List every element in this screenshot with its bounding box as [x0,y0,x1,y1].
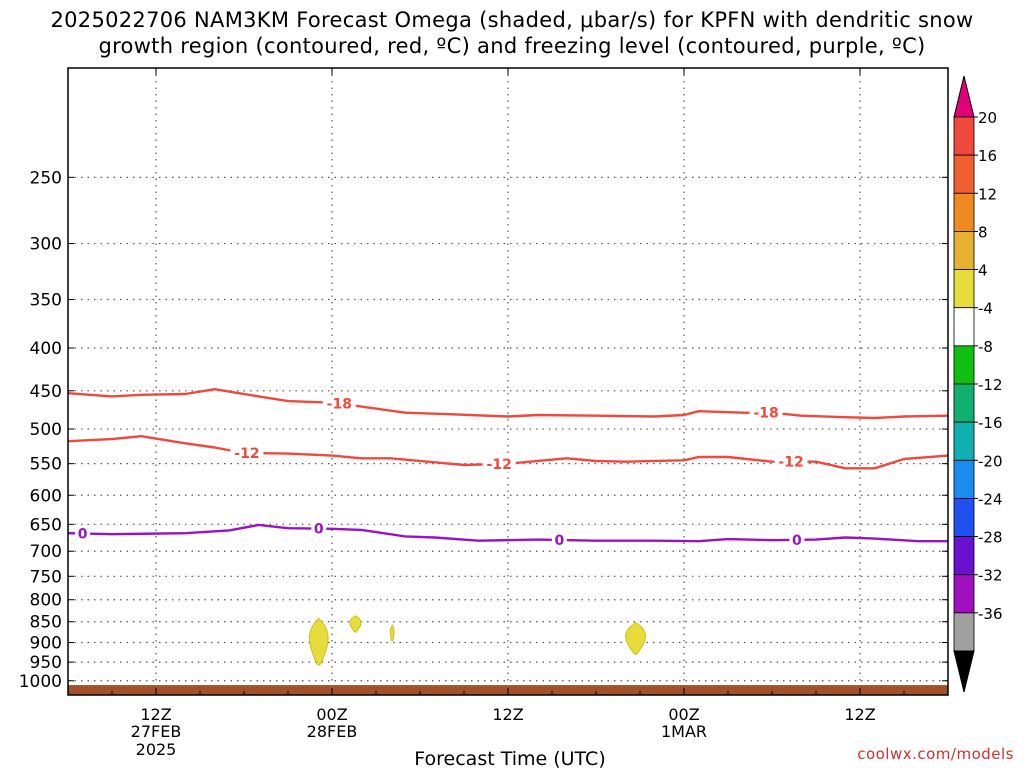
colorbar-label: -28 [978,529,1003,547]
grid-lines [68,68,948,695]
contour-line [67,388,949,420]
colorbar-segment [953,116,975,156]
colorbar-segment [953,307,975,347]
y-tick-label: 650 [30,515,62,535]
y-tick-label: 700 [30,542,62,562]
y-tick-label: 350 [30,291,62,311]
colorbar-label: -24 [978,490,1003,508]
colorbar-label: 4 [978,262,988,280]
colorbar-bottom-arrow [953,650,975,693]
colorbar-segment [953,383,975,423]
plot-frame [67,67,949,696]
colorbar-label: -20 [978,452,1003,470]
y-tick-label: 950 [30,653,62,673]
omega-blob [389,624,395,642]
y-tick-label: 450 [30,382,62,402]
y-tick-label: 850 [30,613,62,633]
colorbar-top-arrow [953,75,975,118]
x-tick-label: 12Z [492,705,523,724]
colorbar-segment [953,269,975,309]
omega-blob [625,622,646,655]
y-tick-label: 1000 [19,672,62,692]
colorbar-segment [953,154,975,194]
x-tick-label: 12Z [844,705,875,724]
colorbar-label: 8 [978,223,988,241]
contour-label: 0 [792,533,802,549]
colorbar-label: -12 [978,376,1003,394]
contour-label-bg [482,455,516,472]
axes: 2503003504004505005506006507007508008509… [19,67,949,759]
colorbar-segment [953,459,975,499]
colorbar-segment [953,345,975,385]
omega-shading [309,615,646,666]
contour-label: -12 [234,446,259,462]
x-tick-label: 00Z [668,705,699,724]
x-tick-date-label: 28FEB [307,722,358,741]
x-tick-year-label: 2025 [136,740,177,759]
colorbar-label: 16 [978,147,997,165]
colorbar-segment [953,192,975,232]
y-tick-label: 600 [30,486,62,506]
credit-text: coolwx.com/models [857,745,1014,763]
y-tick-label: 550 [30,455,62,475]
x-tick-label: 12Z [140,705,171,724]
x-tick-label: 00Z [316,705,347,724]
contour-label: -12 [487,457,512,473]
contour-label-bg [75,525,91,542]
colorbar: 20 16 12 8 4 -4 -8 -12 -16 -20 -24 -28 -32 -36 [953,75,1003,693]
contour-label: 0 [314,522,324,538]
contour-label-bg [551,532,567,549]
colorbar-segment [953,498,975,537]
contour-label-bg [322,395,356,412]
contours: -18 -18 -12 -12 -12 0 0 0 0 [67,388,949,549]
x-axis-label: Forecast Time (UTC) [414,748,605,768]
contour-line [67,523,948,543]
contour-label: 0 [554,533,564,549]
x-tick-date-label: 1MAR [661,722,707,741]
y-tick-label: 300 [30,235,62,255]
y-tick-label: 400 [30,339,62,359]
omega-blob [309,617,329,666]
y-tick-label: 250 [30,168,62,188]
y-tick-label: 900 [30,633,62,653]
contour-label-bg [230,444,264,461]
chart-title: 2025022706 NAM3KM Forecast Omega (shaded… [50,8,974,32]
colorbar-label: 12 [978,185,997,203]
contour-label: 0 [78,527,88,543]
y-tick-label: 800 [30,591,62,611]
colorbar-label: -16 [978,414,1003,432]
colorbar-label: -36 [978,605,1003,623]
colorbar-segment [953,536,975,576]
colorbar-segment [953,421,975,461]
colorbar-segment [953,231,975,270]
contour-label: -12 [778,455,803,471]
chart-subtitle: growth region (contoured, red, ºC) and f… [98,34,926,58]
colorbar-label: 20 [978,109,997,127]
colorbar-label: -8 [978,338,993,356]
y-tick-label: 500 [30,420,62,440]
x-tick-date-label: 27FEB [131,722,182,741]
contour-label: -18 [327,397,352,413]
contour-label: -18 [753,406,778,422]
colorbar-label: -4 [978,300,993,318]
omega-blob [349,615,362,633]
colorbar-segment [953,574,975,614]
contour-label-bg [774,453,808,470]
contour-label-bg [789,531,805,548]
colorbar-segment [953,612,975,652]
colorbar-label: -32 [978,567,1003,585]
y-tick-label: 750 [30,567,62,587]
contour-label-bg [749,404,783,421]
contour-label-bg [311,520,327,537]
